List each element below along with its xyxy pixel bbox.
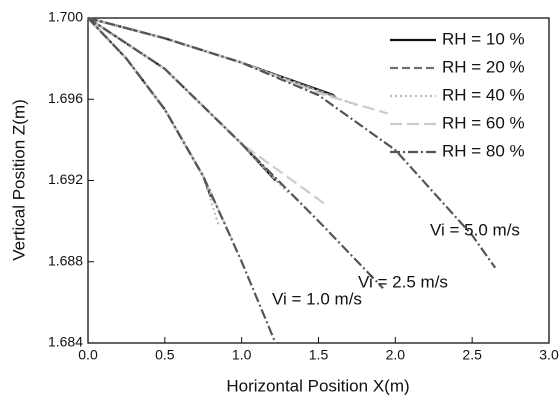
x-tick-label: 2.5 (462, 347, 482, 363)
legend-label: RH = 40 % (442, 85, 525, 104)
series-line (87, 16, 335, 198)
annotation: Vi = 2.5 m/s (358, 272, 448, 291)
series-line (87, 16, 497, 344)
x-tick-label: 0.5 (155, 347, 175, 363)
y-tick-label: 1.684 (48, 334, 83, 350)
y-axis-label: Vertical Position Z(m) (9, 99, 28, 261)
legend-label: RH = 60 % (442, 113, 525, 132)
x-tick-label: 1.5 (309, 347, 329, 363)
x-tick-label: 0.0 (78, 347, 98, 363)
annotation: Vi = 1.0 m/s (272, 289, 362, 308)
series-line (87, 16, 389, 244)
y-tick-label: 1.692 (48, 171, 83, 187)
x-tick-label: 1.0 (232, 347, 252, 363)
legend-label: RH = 10 % (442, 29, 525, 48)
series-line (87, 16, 358, 226)
legend-label: RH = 20 % (442, 57, 525, 76)
y-tick-label: 1.688 (48, 252, 83, 268)
legend-label: RH = 80 % (442, 141, 525, 160)
annotation: Vi = 5.0 m/s (430, 220, 520, 239)
x-tick-label: 2.0 (386, 347, 406, 363)
y-tick-label: 1.700 (48, 9, 83, 25)
x-axis-label: Horizontal Position X(m) (226, 376, 409, 395)
x-tick-label: 3.0 (539, 347, 559, 363)
y-tick-label: 1.696 (48, 90, 83, 106)
series-line (87, 16, 338, 202)
